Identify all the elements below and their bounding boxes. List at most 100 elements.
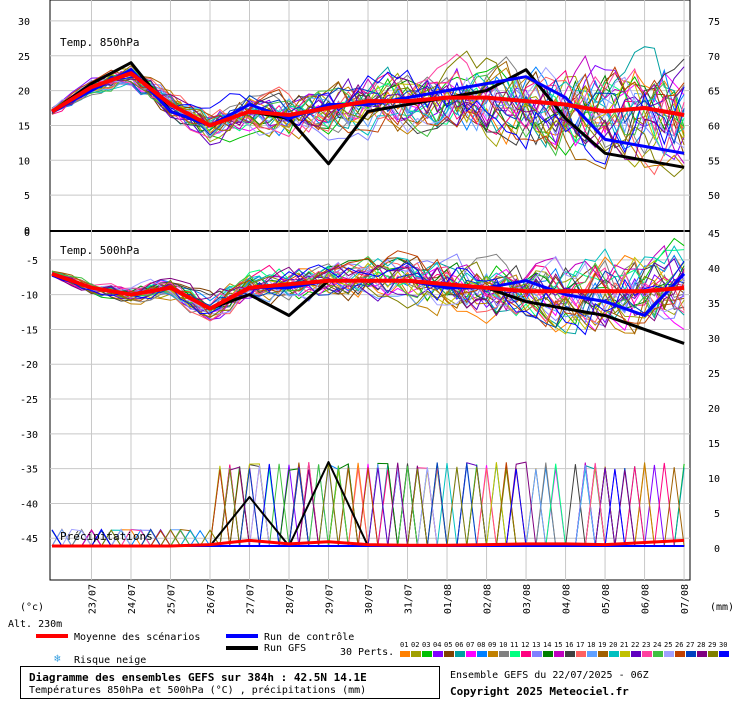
y-left-tick: -15 <box>20 325 38 336</box>
pert-number: 27 <box>686 641 694 649</box>
pert-swatch <box>664 651 674 657</box>
pert-number: 25 <box>664 641 672 649</box>
y-left-tick: -35 <box>20 465 38 476</box>
date-tick-label: 07/08 <box>680 584 691 614</box>
pert-swatch <box>455 651 465 657</box>
series-line-850 <box>51 68 685 155</box>
pert-swatch <box>422 651 432 657</box>
main-series <box>50 61 686 548</box>
pert-swatch <box>521 651 531 657</box>
y-right-tick: 20 <box>708 404 720 415</box>
pert-number: 16 <box>565 641 573 649</box>
member-line-500 <box>51 260 685 336</box>
pert-number: 29 <box>708 641 716 649</box>
date-tick-label: 04/08 <box>562 584 573 614</box>
y-right-tick: 30 <box>708 334 720 345</box>
date-tick-label: 25/07 <box>166 584 177 614</box>
date-tick-label: 29/07 <box>325 584 336 614</box>
series-line-500 <box>51 271 685 311</box>
pert-swatch <box>444 651 454 657</box>
footer-copyright: Copyright 2025 Meteociel.fr <box>450 685 629 698</box>
y-right-tick: 65 <box>708 87 720 98</box>
altitude-label: Alt. 230m <box>8 619 62 630</box>
legend-control-label: Run de contrôle <box>264 631 354 643</box>
date-tick-label: 02/08 <box>483 584 494 614</box>
member-line-850 <box>51 73 685 137</box>
pert-swatch <box>719 651 729 657</box>
date-tick-label: 23/07 <box>87 584 98 614</box>
y-left-tick: 5 <box>24 191 30 202</box>
pert-swatch <box>598 651 608 657</box>
member-line-500 <box>51 255 685 315</box>
pert-swatch <box>620 651 630 657</box>
right-unit-label: (mm) <box>710 602 734 613</box>
y-right-tick: 50 <box>708 191 720 202</box>
y-left-tick: -20 <box>20 360 38 371</box>
y-left-tick: 25 <box>18 52 30 63</box>
y-right-tick: 25 <box>708 369 720 380</box>
date-tick-label: 24/07 <box>127 584 138 614</box>
date-tick-label: 31/07 <box>404 584 415 614</box>
panel-title-850: Temp. 850hPa <box>60 36 139 49</box>
panel-title-500: Temp. 500hPa <box>60 244 139 257</box>
y-left-tick: 10 <box>18 156 30 167</box>
y-left-tick: -30 <box>20 430 38 441</box>
y-left-tick: -5 <box>26 256 38 267</box>
pert-number: 07 <box>466 641 474 649</box>
pert-number: 08 <box>477 641 485 649</box>
pert-number: 23 <box>642 641 650 649</box>
pert-swatch <box>631 651 641 657</box>
y-left-tick: 20 <box>18 87 30 98</box>
pert-number: 19 <box>598 641 606 649</box>
pert-swatch <box>554 651 564 657</box>
pert-number: 20 <box>609 641 617 649</box>
footer-subtitle: Températures 850hPa et 500hPa (°C) , pré… <box>29 685 367 696</box>
y-left-tick: -40 <box>20 499 38 510</box>
pert-number: 09 <box>488 641 496 649</box>
pert-swatch <box>466 651 476 657</box>
pert-swatch <box>433 651 443 657</box>
member-line-500 <box>51 245 685 315</box>
chart-frame <box>49 0 691 581</box>
y-right-tick: 35 <box>708 299 720 310</box>
pert-number: 05 <box>444 641 452 649</box>
member-line-850 <box>51 60 685 170</box>
pert-number: 01 <box>400 641 408 649</box>
y-right-tick: 70 <box>708 52 720 63</box>
y-right-tick: 15 <box>708 439 720 450</box>
series-line-precip <box>52 538 685 548</box>
pert-swatch <box>400 651 410 657</box>
y-left-tick: 0 <box>24 228 30 239</box>
footer-title-box: Diagramme des ensembles GEFS sur 384h : … <box>20 666 440 699</box>
date-tick-label: 05/08 <box>601 584 612 614</box>
y-right-tick: 60 <box>708 121 720 132</box>
pert-swatch <box>576 651 586 657</box>
pert-number: 15 <box>554 641 562 649</box>
pert-swatch <box>488 651 498 657</box>
pert-swatch <box>565 651 575 657</box>
pert-number: 10 <box>499 641 507 649</box>
y-left-tick: 0 <box>24 226 30 237</box>
y-left-tick: 15 <box>18 121 30 132</box>
pert-swatch <box>499 651 509 657</box>
legend-perts-label: 30 Perts. <box>340 647 394 658</box>
pert-swatch <box>609 651 619 657</box>
pert-swatch <box>686 651 696 657</box>
axis-ticks: 23/07 24/07 25/07 26/07 27/07 28/07 29/07 30/07… <box>18 17 720 614</box>
pert-swatch <box>477 651 487 657</box>
y-right-tick: 5 <box>714 509 720 520</box>
pert-number: 22 <box>631 641 639 649</box>
footer-run-info: Ensemble GEFS du 22/07/2025 - 06Z <box>450 670 649 681</box>
pert-number: 24 <box>653 641 661 649</box>
pert-number: 17 <box>576 641 584 649</box>
pert-number: 12 <box>521 641 529 649</box>
date-tick-label: 27/07 <box>246 584 257 614</box>
pert-number: 06 <box>455 641 463 649</box>
pert-number: 14 <box>543 641 551 649</box>
date-tick-label: 28/07 <box>285 584 296 614</box>
pert-swatch <box>587 651 597 657</box>
pert-number: 21 <box>620 641 628 649</box>
pert-number: 28 <box>697 641 705 649</box>
perturbation-legend: 01 02 03 04 05 06 07 08 09 10 11 12 13 14 15 16 17 18 19 20… <box>400 641 729 657</box>
